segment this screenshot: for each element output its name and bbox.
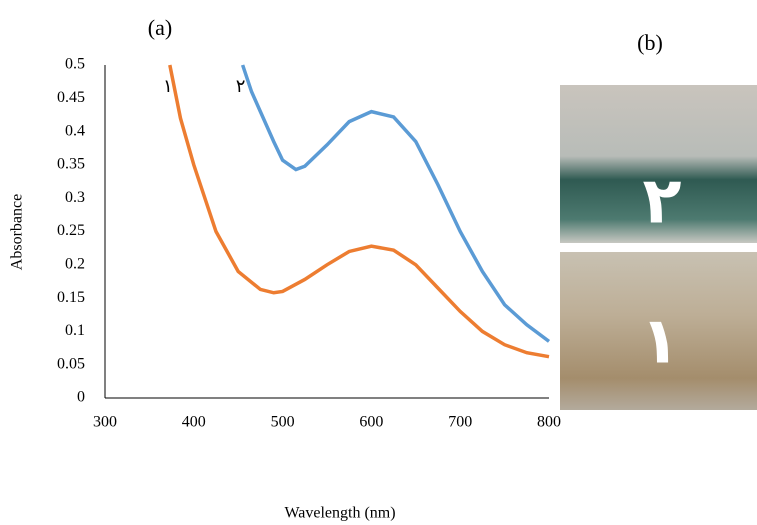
series-line (240, 64, 551, 343)
y-tick-label: 0.4 (65, 122, 85, 139)
y-tick-label: 0 (77, 389, 85, 406)
y-tick-label: 0.45 (57, 89, 85, 106)
y-tick-label: 0.15 (57, 289, 85, 306)
x-tick-label: 300 (93, 414, 117, 431)
x-tick-label: 400 (182, 414, 206, 431)
series-label: ۲ (236, 76, 246, 97)
x-axis-label: Wavelength (nm) (284, 505, 395, 522)
y-tick-label: 0.35 (57, 156, 85, 173)
panel-a-title: (a) (148, 15, 172, 40)
x-tick-label: 500 (271, 414, 295, 431)
y-tick-label: 0.1 (65, 322, 85, 339)
x-tick-label: 600 (359, 414, 383, 431)
y-tick-label: 0.3 (65, 189, 85, 206)
x-tick-label: 700 (448, 414, 472, 431)
x-tick-label: 800 (537, 414, 561, 431)
series-label: ۱ (163, 76, 173, 97)
y-tick-label: 0.2 (65, 255, 85, 272)
y-axis-label: Absorbance (9, 194, 26, 270)
panel-b-title: (b) (637, 30, 663, 55)
photo-flask-1 (560, 252, 757, 410)
photo-flask-2 (560, 85, 757, 243)
y-tick-label: 0.05 (57, 355, 85, 372)
series-line (168, 64, 550, 359)
photo-label: ۱ (640, 305, 679, 379)
y-tick-label: 0.25 (57, 222, 85, 239)
y-tick-label: 0.5 (65, 56, 85, 73)
photo-label: ۲ (642, 165, 681, 239)
